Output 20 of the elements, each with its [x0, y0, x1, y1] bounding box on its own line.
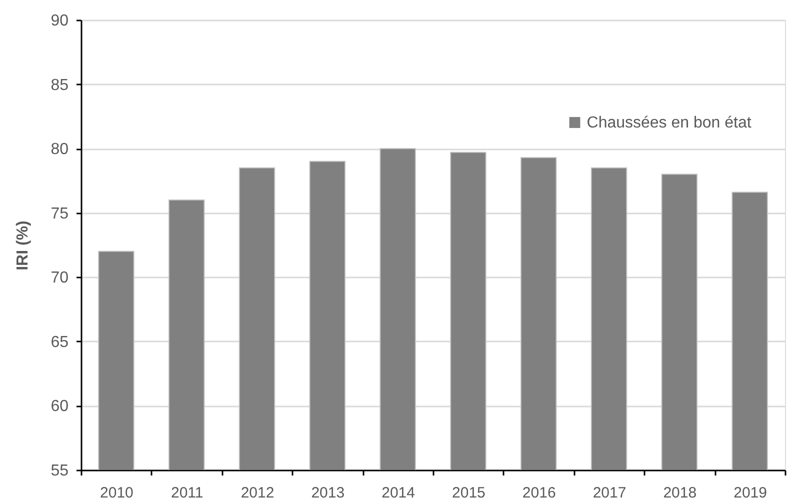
y-tick-label: 85 [50, 76, 69, 94]
x-tick-label: 2018 [663, 484, 697, 502]
x-tick-label: 2011 [170, 484, 204, 502]
x-tick-label: 2010 [100, 484, 134, 502]
legend-label: Chaussées en bon état [586, 114, 752, 132]
y-tick-label: 90 [50, 12, 69, 30]
x-tick-label: 2016 [522, 484, 556, 502]
y-tick-label: 75 [50, 205, 69, 222]
x-tick-label: 2017 [592, 484, 626, 502]
x-tick-label: 2014 [382, 484, 415, 502]
x-tick-label: 2019 [734, 484, 767, 502]
y-tick-label: 55 [50, 462, 69, 480]
y-tick-label: 60 [50, 398, 69, 416]
y-tick-label: 70 [50, 270, 69, 287]
y-axis-title: IRI (%) [14, 220, 32, 270]
x-tick-label: 2015 [452, 484, 486, 502]
y-tick-label: 80 [50, 141, 69, 158]
x-tick-label: 2013 [311, 484, 345, 502]
y-tick-label: 65 [50, 334, 69, 351]
x-tick-label: 2012 [240, 484, 274, 502]
